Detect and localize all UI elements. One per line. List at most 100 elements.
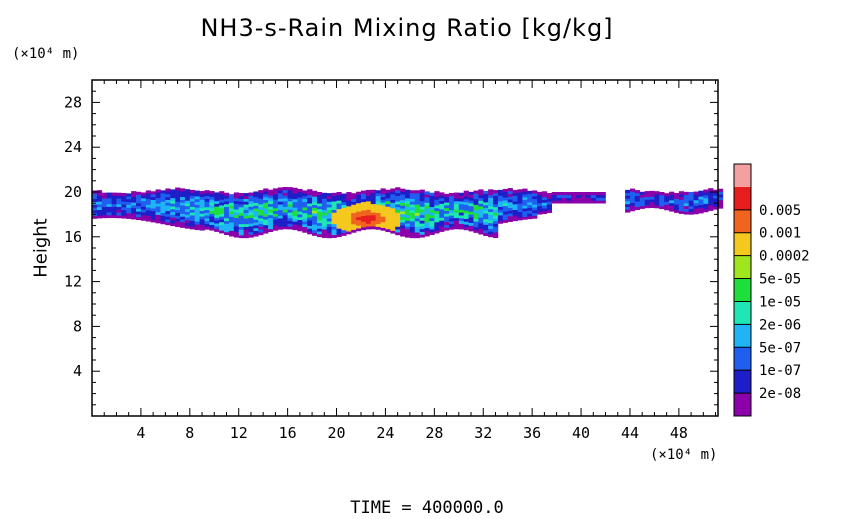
- field-cell: [370, 226, 376, 230]
- field-cell: [493, 206, 499, 210]
- field-cell: [434, 227, 440, 231]
- field-cell: [287, 198, 293, 202]
- field-cell: [463, 207, 469, 211]
- field-cell: [336, 225, 342, 229]
- field-cell: [268, 195, 274, 199]
- field-cell: [219, 199, 225, 203]
- field-cell: [346, 222, 352, 226]
- field-cell: [405, 206, 411, 210]
- field-cell: [522, 205, 528, 209]
- field-cell: [219, 207, 225, 212]
- field-cell: [512, 215, 518, 219]
- field-cell: [326, 221, 332, 225]
- field-cell: [556, 200, 562, 204]
- field-cell: [248, 214, 254, 219]
- field-cell: [136, 191, 142, 195]
- field-cell: [424, 224, 430, 229]
- field-cell: [698, 196, 704, 200]
- field-cell: [253, 230, 259, 234]
- field-cell: [625, 203, 631, 207]
- field-cell: [160, 198, 166, 202]
- field-cell: [219, 205, 225, 209]
- field-cell: [116, 212, 122, 216]
- field-cell: [121, 193, 127, 197]
- field-cell: [111, 198, 117, 202]
- field-cell: [238, 215, 244, 219]
- colorbar-label: 1e-07: [759, 363, 801, 379]
- field-cell: [238, 198, 244, 202]
- field-cell: [375, 218, 381, 222]
- field-cell: [385, 226, 391, 230]
- field-cell: [595, 192, 601, 196]
- field-cell: [380, 227, 386, 231]
- field-cell: [414, 215, 420, 219]
- field-cell: [302, 201, 308, 205]
- field-cell: [341, 207, 347, 211]
- field-cell: [488, 225, 494, 229]
- field-cell: [625, 192, 631, 196]
- field-cell: [277, 209, 284, 213]
- field-cell: [414, 198, 420, 202]
- field-cell: [659, 203, 665, 207]
- field-cell: [292, 213, 298, 217]
- field-cell: [136, 205, 142, 209]
- field-cell: [527, 193, 533, 197]
- field-cell: [678, 210, 685, 214]
- field-cell: [522, 213, 528, 217]
- field-cell: [238, 235, 244, 239]
- field-cell: [287, 223, 293, 227]
- field-cell: [175, 190, 181, 194]
- field-cell: [233, 212, 240, 216]
- field-cell: [517, 217, 523, 221]
- field-cell: [488, 192, 494, 196]
- field-cell: [488, 228, 494, 232]
- field-cell: [204, 215, 210, 219]
- field-cell: [453, 212, 460, 216]
- field-cell: [688, 205, 694, 210]
- field-cell: [708, 196, 714, 200]
- field-cell: [507, 210, 513, 214]
- field-cell: [292, 187, 298, 191]
- field-cell: [263, 208, 269, 212]
- field-cell: [272, 205, 279, 209]
- field-cell: [576, 194, 582, 198]
- field-cell: [502, 197, 509, 201]
- field-cell: [258, 212, 264, 216]
- field-cell: [287, 215, 293, 219]
- field-cell: [537, 205, 543, 209]
- field-cell: [370, 206, 376, 210]
- field-cell: [419, 220, 425, 224]
- field-cell: [434, 199, 440, 203]
- field-cell: [258, 195, 264, 199]
- field-cell: [282, 198, 288, 202]
- field-cell: [390, 208, 396, 212]
- field-cell: [688, 203, 694, 207]
- field-cell: [483, 190, 489, 194]
- field-cell: [238, 207, 244, 211]
- field-cell: [238, 229, 244, 233]
- field-cell: [136, 200, 142, 204]
- field-cell: [414, 204, 420, 208]
- field-cell: [664, 198, 670, 202]
- field-cell: [248, 226, 254, 230]
- field-cell: [713, 195, 719, 199]
- field-cell: [263, 202, 269, 206]
- field-cell: [194, 221, 200, 225]
- field-cell: [106, 203, 112, 207]
- field-cell: [331, 232, 337, 236]
- field-cell: [243, 229, 249, 233]
- field-cell: [488, 194, 494, 199]
- field-cell: [282, 220, 288, 224]
- field-cell: [165, 194, 171, 198]
- field-cell: [488, 200, 494, 204]
- field-cell: [331, 198, 337, 202]
- field-cell: [189, 226, 196, 230]
- field-cell: [654, 199, 660, 203]
- field-cell: [312, 201, 318, 206]
- field-cell: [527, 204, 533, 208]
- field-cell: [243, 198, 249, 202]
- field-cell: [522, 194, 528, 198]
- field-cell: [331, 226, 337, 230]
- field-cell: [312, 232, 318, 236]
- field-cell: [649, 199, 655, 203]
